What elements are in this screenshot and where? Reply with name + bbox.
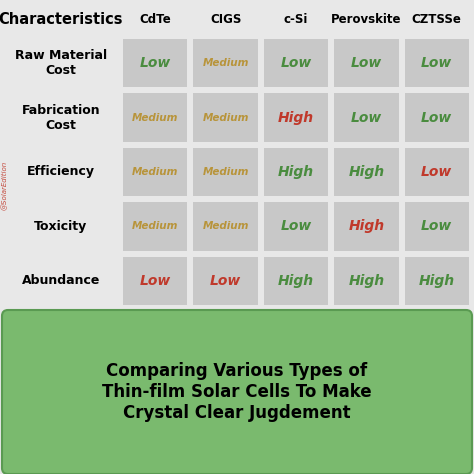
Text: CZTSSe: CZTSSe [412, 12, 462, 26]
Text: Medium: Medium [132, 167, 178, 177]
Bar [264, 256, 328, 305]
Text: Medium: Medium [132, 221, 178, 231]
Text: Low: Low [421, 56, 452, 70]
Bar [405, 148, 469, 196]
Bar [264, 93, 328, 142]
Bar [193, 93, 258, 142]
Bar [264, 39, 328, 87]
Text: Low: Low [281, 56, 311, 70]
Text: @SolarEdition: @SolarEdition [2, 160, 8, 210]
Bar [193, 202, 258, 251]
Bar [193, 148, 258, 196]
Text: Comparing Various Types of
Thin-film Solar Cells To Make
Crystal Clear Jugdement: Comparing Various Types of Thin-film Sol… [102, 362, 372, 422]
Bar [123, 202, 187, 251]
Text: Raw Material
Cost: Raw Material Cost [15, 49, 107, 77]
Text: Medium: Medium [202, 113, 249, 123]
Text: Medium: Medium [132, 113, 178, 123]
Bar [405, 256, 469, 305]
Text: Abundance: Abundance [22, 274, 100, 287]
Text: Low: Low [421, 219, 452, 233]
Text: c-Si: c-Si [284, 12, 308, 26]
Text: Low: Low [351, 110, 382, 125]
Text: CIGS: CIGS [210, 12, 241, 26]
Bar [193, 256, 258, 305]
Text: Low: Low [139, 56, 171, 70]
Text: Low: Low [139, 274, 171, 288]
Text: High: High [348, 165, 384, 179]
Text: Low: Low [210, 274, 241, 288]
Text: High: High [419, 274, 455, 288]
Text: CdTe: CdTe [139, 12, 171, 26]
Text: Medium: Medium [202, 167, 249, 177]
Text: Low: Low [351, 56, 382, 70]
Bar [405, 93, 469, 142]
Text: Fabrication
Cost: Fabrication Cost [22, 104, 100, 132]
Bar [405, 202, 469, 251]
Text: Low: Low [421, 110, 452, 125]
Bar [123, 148, 187, 196]
Text: High: High [348, 219, 384, 233]
Bar [334, 256, 399, 305]
Bar [334, 93, 399, 142]
Text: Characteristics: Characteristics [0, 11, 123, 27]
Bar [123, 39, 187, 87]
Bar [264, 148, 328, 196]
Bar [334, 148, 399, 196]
Bar [405, 39, 469, 87]
Text: High: High [278, 110, 314, 125]
FancyBboxPatch shape [2, 310, 472, 474]
Bar [193, 39, 258, 87]
Text: High: High [278, 274, 314, 288]
Text: Toxicity: Toxicity [35, 220, 88, 233]
Text: Medium: Medium [202, 58, 249, 68]
Text: High: High [278, 165, 314, 179]
Bar [334, 39, 399, 87]
Text: Efficiency: Efficiency [27, 165, 95, 179]
Text: High: High [348, 274, 384, 288]
Bar [334, 202, 399, 251]
Text: Medium: Medium [202, 221, 249, 231]
Bar [123, 93, 187, 142]
Text: Low: Low [281, 219, 311, 233]
Text: Perovskite: Perovskite [331, 12, 401, 26]
Bar [123, 256, 187, 305]
Bar [264, 202, 328, 251]
Text: Low: Low [421, 165, 452, 179]
